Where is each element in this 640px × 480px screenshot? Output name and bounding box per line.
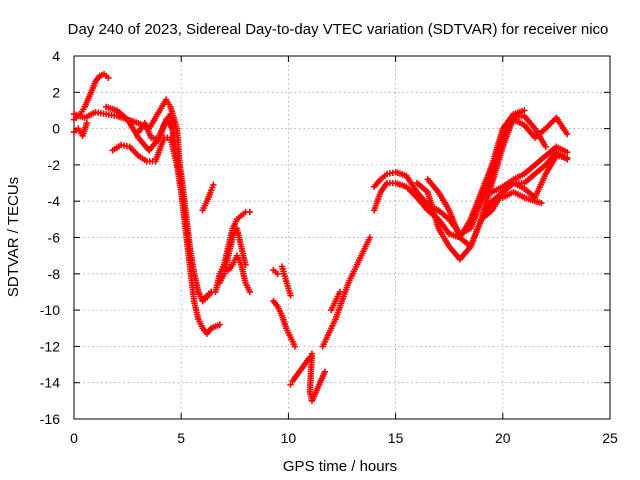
y-tick-label: 0 xyxy=(52,121,60,137)
data-point xyxy=(274,270,281,277)
y-tick-label: -8 xyxy=(48,266,61,282)
x-axis-label: GPS time / hours xyxy=(283,458,397,475)
data-point xyxy=(105,74,112,81)
y-tick-label: 2 xyxy=(52,84,60,100)
y-tick-label: -12 xyxy=(40,338,60,354)
data-point xyxy=(563,156,571,163)
data-point xyxy=(216,321,223,328)
data-point xyxy=(563,130,571,138)
data-point xyxy=(521,107,528,114)
x-tick-label: 0 xyxy=(70,430,78,446)
data-point xyxy=(336,288,344,296)
y-tick-label: -4 xyxy=(48,193,61,209)
x-tick-label: 25 xyxy=(602,430,618,446)
data-point xyxy=(538,199,545,207)
data-point xyxy=(246,288,254,296)
x-tick-label: 15 xyxy=(388,430,404,446)
data-point xyxy=(287,292,294,299)
y-tick-label: -6 xyxy=(48,230,61,246)
y-tick-label: -10 xyxy=(40,302,60,318)
data-point xyxy=(287,381,294,388)
x-tick-label: 10 xyxy=(281,430,297,446)
data-point xyxy=(246,208,254,216)
data-point xyxy=(321,368,329,376)
y-tick-label: -2 xyxy=(48,157,61,173)
data-point xyxy=(366,234,374,241)
y-tick-label: -14 xyxy=(40,375,60,391)
axis-ticks: 0 5 10 15 20 25 -16 -14 -12 -10 -8 -6 -4 -2 0 2 4 xyxy=(40,48,618,446)
chart-title: Day 240 of 2023, Sidereal Day-to-day VTE… xyxy=(68,21,609,38)
data-point xyxy=(83,119,91,127)
x-tick-label: 20 xyxy=(495,430,511,446)
grid xyxy=(74,56,610,419)
data-point xyxy=(175,170,183,178)
y-tick-label: 4 xyxy=(52,48,60,64)
data-point xyxy=(542,143,549,150)
data-point xyxy=(291,343,299,350)
data-point xyxy=(563,148,571,156)
y-tick-label: -16 xyxy=(40,411,60,427)
y-axis-label: SDTVAR / TECUs xyxy=(5,177,22,297)
data-point xyxy=(210,181,217,189)
x-tick-label: 5 xyxy=(177,430,185,446)
data-points xyxy=(70,70,571,405)
